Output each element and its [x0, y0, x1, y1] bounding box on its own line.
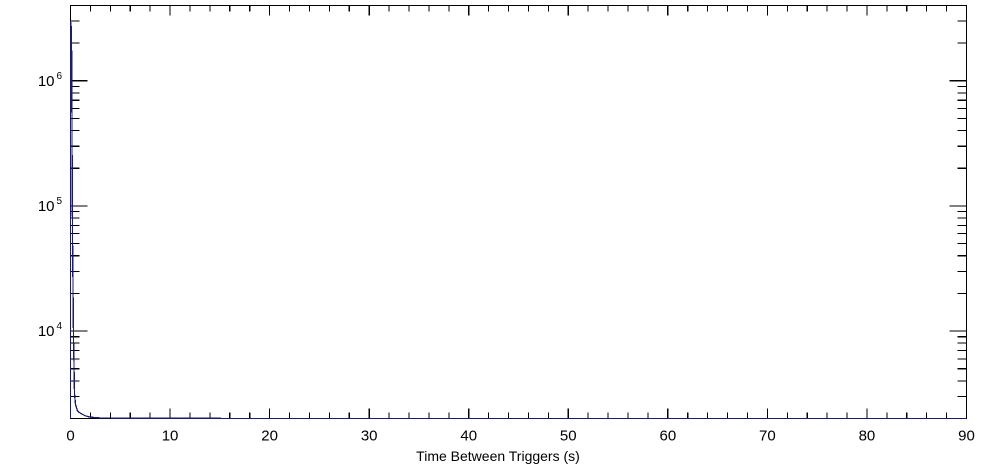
- x-tick-label: 40: [460, 428, 477, 445]
- x-tick-label: 10: [162, 428, 179, 445]
- svg-text:5: 5: [57, 196, 63, 207]
- svg-text:10: 10: [38, 73, 55, 90]
- data-series-line: [69, 21, 967, 420]
- x-tick-label: 30: [361, 428, 378, 445]
- y-tick-label: 10 4: [38, 321, 63, 340]
- x-tick-label: 50: [560, 428, 577, 445]
- svg-text:10: 10: [38, 198, 55, 215]
- histogram-line: [69, 21, 967, 420]
- y-axis-ticks: [70, 4, 967, 420]
- x-tick-label: 70: [759, 428, 776, 445]
- x-axis-tick-labels: 0 10 20 30 40 50 60 70 80 90: [66, 428, 975, 445]
- svg-text:6: 6: [57, 71, 63, 82]
- plot-frame: [69, 4, 968, 420]
- x-tick-label: 90: [958, 428, 975, 445]
- svg-text:4: 4: [57, 321, 63, 332]
- x-axis-ticks: [69, 5, 968, 419]
- y-tick-label: 10 5: [38, 196, 63, 215]
- svg-text:10: 10: [38, 323, 55, 340]
- x-tick-label: 60: [659, 428, 676, 445]
- x-tick-label: 80: [859, 428, 876, 445]
- y-tick-label: 10 6: [38, 71, 63, 90]
- x-axis-title: Time Between Triggers (s): [416, 448, 580, 464]
- x-tick-label: 20: [261, 428, 278, 445]
- x-tick-label: 0: [66, 428, 74, 445]
